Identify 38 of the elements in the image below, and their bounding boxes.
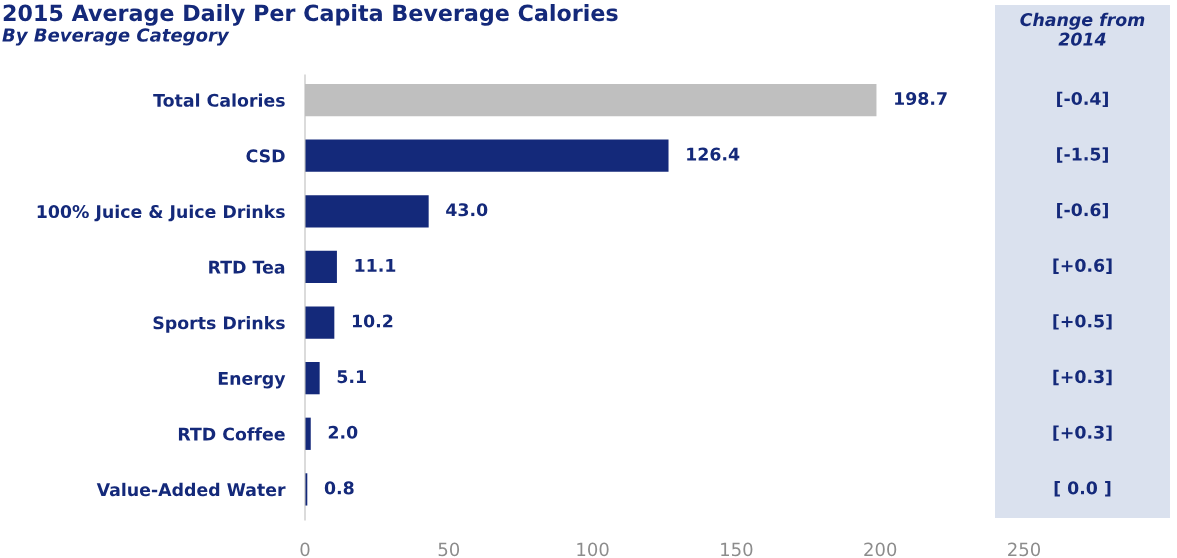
chart-title: 2015 Average Daily Per Capita Beverage Calories	[3, 4, 618, 26]
y-tick-label: Sports Drinks	[153, 315, 285, 333]
x-tick-label: 150	[721, 542, 753, 557]
bar	[305, 195, 429, 228]
data-label: 43.0	[446, 203, 488, 217]
text: [+0.5]	[1053, 314, 1112, 330]
bar	[305, 139, 669, 172]
data-label: 126.4	[687, 147, 740, 161]
text: [ 0.0 ]	[1054, 481, 1111, 497]
bar	[305, 306, 335, 339]
y-tick-label: CSD	[246, 149, 285, 163]
text: By Beverage Category	[2, 28, 230, 46]
y-tick-label: RTD Tea	[209, 260, 285, 274]
text: Change from 2014	[1020, 12, 1145, 46]
x-tick-label: 100	[577, 542, 609, 557]
y-tick-label: RTD Coffee	[178, 427, 285, 441]
bar	[305, 362, 320, 395]
text: [+0.6]	[1053, 258, 1112, 274]
text: [+0.3]	[1053, 369, 1112, 386]
data-label: 198.7	[895, 91, 947, 106]
x-tick-label: 250	[1008, 542, 1041, 557]
y-tick-label: Energy	[218, 372, 286, 389]
data-label: 10.2	[352, 314, 393, 328]
text: [-0.6]	[1057, 202, 1108, 219]
data-label: 0.8	[324, 481, 354, 495]
data-label: 2.0	[328, 425, 358, 439]
data-label: 5.1	[337, 370, 366, 384]
x-tick-label: 50	[438, 542, 460, 557]
x-tick-label: 200	[864, 542, 897, 557]
bar	[305, 250, 337, 284]
y-tick-label: Total Calories	[153, 93, 285, 107]
text: [-1.5]	[1057, 147, 1108, 163]
text: [+0.3]	[1053, 425, 1112, 441]
data-label: 11.1	[355, 259, 396, 272]
text: [-0.4]	[1057, 91, 1108, 108]
y-tick-label: 100% Juice & Juice Drinks	[37, 204, 285, 222]
y-tick-label: Value-Added Water	[96, 482, 286, 497]
x-tick-label: 0	[300, 542, 310, 557]
